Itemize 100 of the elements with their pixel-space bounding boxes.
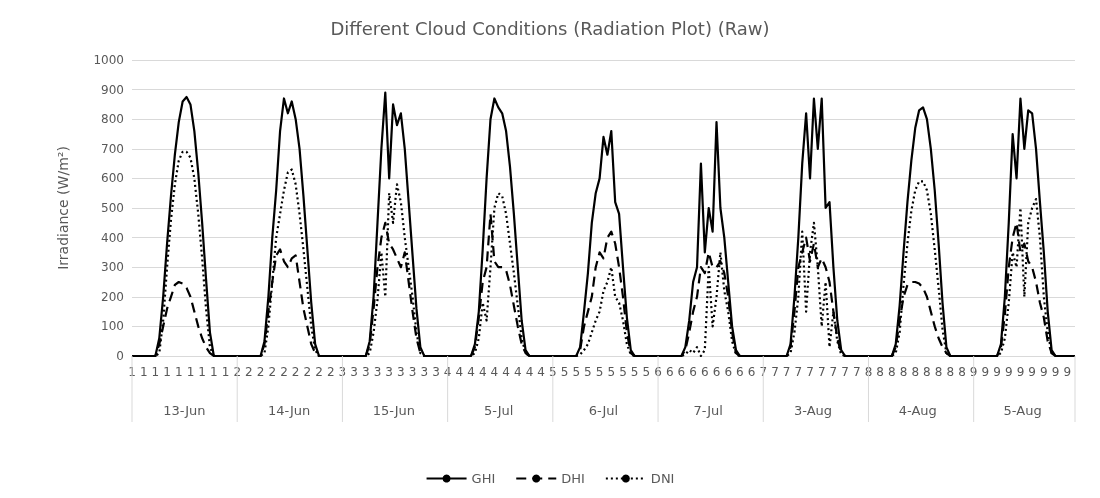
x-tick-label: 6 — [712, 365, 721, 379]
x-tick-label: 6 — [736, 365, 744, 379]
text: 5-Jul — [484, 403, 514, 418]
text: 3-Aug — [794, 403, 833, 418]
x-tick-label: 1 — [139, 365, 148, 379]
x-tick-label: 4 — [455, 365, 464, 379]
text: 5-Aug — [1003, 403, 1042, 418]
y-tick-label: 600 — [101, 171, 124, 186]
x-tick-label: 8 — [958, 365, 966, 379]
x-tick-label: 3 — [432, 365, 440, 379]
x-tick-label: 2 — [315, 365, 323, 379]
y-tick-label: 400 — [101, 230, 124, 245]
y-tick-label: 100 — [101, 319, 124, 334]
x-tick-label: 9 — [1004, 365, 1013, 379]
x-tick-label: 4 — [502, 365, 510, 379]
y-tick-label: 500 — [101, 201, 124, 215]
x-tick-label: 5 — [607, 365, 616, 379]
x-tick-label: 1 — [221, 365, 230, 379]
y-tick-label: 900 — [101, 82, 124, 97]
x-tick-label: 9 — [969, 365, 978, 379]
x-tick-label: 5 — [630, 365, 639, 379]
x-tick-label: 6 — [689, 365, 697, 379]
x-tick-label: 6 — [700, 365, 709, 379]
x-tick-label: 4 — [443, 365, 452, 379]
x-tick-label: 7 — [771, 365, 779, 379]
y-axis-title: Irradiance (W/m²) — [55, 146, 71, 270]
x-tick-label: 5 — [584, 365, 592, 379]
x-tick-label: 4 — [537, 365, 545, 379]
text: 13-Jun — [163, 403, 206, 418]
x-tick-label: 8 — [899, 365, 908, 379]
x-tick-label: 3 — [350, 365, 358, 379]
x-tick-label: 7 — [817, 365, 826, 379]
x-tick-label: 9 — [1063, 365, 1072, 379]
chart-title: Different Cloud Conditions (Radiation Plot) (Raw) — [330, 17, 770, 39]
x-tick-label: 9 — [1016, 365, 1025, 379]
x-tick-label: 5 — [619, 365, 627, 379]
x-tick-label: 6 — [724, 365, 733, 379]
x-tick-label: 8 — [864, 365, 873, 379]
x-tick-label: 4 — [513, 365, 522, 379]
x-tick-label: 7 — [759, 365, 768, 379]
x-tick-label: 3 — [420, 365, 429, 379]
x-tick-label: 4 — [478, 365, 487, 379]
text: 4-Aug — [898, 403, 937, 418]
text: 7-Jul — [693, 403, 723, 418]
x-tick-label: 2 — [233, 365, 242, 379]
x-tick-label: 5 — [595, 365, 604, 379]
x-tick-label: 2 — [268, 365, 277, 379]
x-tick-label: 4 — [467, 365, 475, 379]
x-tick-label: 6 — [747, 365, 756, 379]
x-tick-label: 7 — [794, 365, 803, 379]
x-tick-label: 2 — [245, 365, 253, 379]
x-tick-label: 6 — [665, 365, 674, 379]
x-tick-label: 8 — [888, 365, 896, 379]
x-tick-label: 1 — [163, 365, 171, 379]
x-tick-label: 7 — [829, 365, 838, 379]
x-tick-label: 3 — [338, 365, 347, 379]
text: 6-Jul — [588, 403, 619, 418]
legend-label: DNI — [650, 471, 675, 486]
x-tick-label: 9 — [1028, 365, 1036, 379]
x-tick-label: 9 — [1051, 365, 1060, 379]
x-tick-label: 2 — [303, 365, 312, 379]
x-tick-label: 5 — [642, 365, 651, 379]
x-tick-label: 8 — [934, 365, 943, 379]
x-tick-label: 5 — [560, 365, 569, 379]
y-tick-label: 800 — [101, 112, 124, 127]
y-tick-label: 0 — [116, 349, 124, 363]
x-tick-label: 9 — [993, 365, 1001, 379]
y-tick-label: 700 — [101, 141, 124, 156]
x-tick-label: 2 — [280, 365, 288, 379]
x-tick-label: 3 — [373, 365, 382, 379]
x-tick-label: 4 — [525, 365, 534, 379]
x-tick-label: 8 — [911, 365, 920, 379]
text: 15-Jun — [372, 403, 416, 418]
legend-label: GHI — [471, 471, 496, 486]
x-tick-label: 7 — [806, 365, 814, 379]
x-tick-label: 6 — [654, 365, 662, 379]
x-tick-label: 9 — [1040, 365, 1048, 379]
text: 14-Jun — [268, 403, 311, 418]
x-tick-label: 5 — [549, 365, 557, 379]
x-tick-label: 8 — [946, 365, 955, 379]
y-tick-label: 1000 — [93, 53, 124, 67]
x-tick-label: 1 — [151, 365, 160, 379]
x-tick-label: 2 — [326, 365, 335, 379]
x-tick-label: 2 — [256, 365, 265, 379]
x-tick-label: 5 — [572, 365, 581, 379]
x-tick-label: 1 — [210, 365, 218, 379]
x-tick-label: 3 — [361, 365, 370, 379]
x-tick-label: 1 — [128, 365, 136, 379]
x-tick-label: 7 — [782, 365, 791, 379]
x-tick-label: 1 — [198, 365, 206, 379]
x-tick-label: 7 — [852, 365, 861, 379]
x-tick-label: 3 — [385, 365, 393, 379]
x-tick-label: 7 — [841, 365, 849, 379]
x-tick-label: 4 — [490, 365, 499, 379]
x-tick-label: 2 — [291, 365, 300, 379]
y-tick-label: 300 — [101, 260, 124, 275]
x-tick-label: 6 — [677, 365, 686, 379]
x-tick-label: 1 — [186, 365, 195, 379]
x-tick-label: 3 — [408, 365, 417, 379]
x-tick-label: 8 — [876, 365, 884, 379]
